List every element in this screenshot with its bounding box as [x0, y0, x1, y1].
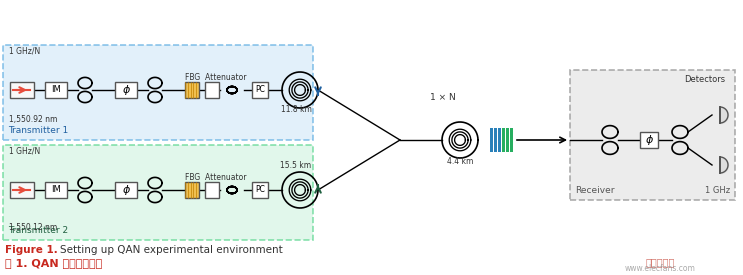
Text: $\phi$: $\phi$: [644, 133, 654, 147]
FancyBboxPatch shape: [3, 145, 313, 240]
FancyBboxPatch shape: [45, 82, 67, 98]
Bar: [494, 128, 497, 152]
Text: PC: PC: [255, 186, 265, 194]
Text: Transmitter 1: Transmitter 1: [8, 126, 68, 135]
FancyBboxPatch shape: [252, 82, 268, 98]
Text: 1 GHz: 1 GHz: [705, 186, 730, 195]
FancyBboxPatch shape: [640, 132, 658, 148]
Text: FBG  Attenuator: FBG Attenuator: [185, 173, 247, 182]
Bar: [502, 128, 505, 152]
Text: 图 1. QAN 实验环境搭建: 图 1. QAN 实验环境搭建: [5, 258, 103, 268]
FancyBboxPatch shape: [205, 82, 219, 98]
Text: www.elecfans.com: www.elecfans.com: [625, 264, 695, 273]
Text: $\phi$: $\phi$: [122, 183, 131, 197]
Text: 1 × N: 1 × N: [430, 93, 455, 102]
FancyBboxPatch shape: [115, 182, 137, 198]
Text: Setting up QAN experimental environment: Setting up QAN experimental environment: [60, 245, 283, 255]
Bar: [498, 128, 501, 152]
Text: PC: PC: [255, 86, 265, 95]
FancyBboxPatch shape: [3, 45, 313, 140]
Text: 15.5 km: 15.5 km: [280, 161, 311, 170]
Text: 11.8 km: 11.8 km: [281, 105, 311, 114]
Bar: [506, 128, 509, 152]
FancyBboxPatch shape: [185, 82, 199, 98]
FancyBboxPatch shape: [185, 182, 199, 198]
FancyBboxPatch shape: [45, 182, 67, 198]
Text: FBG  Attenuator: FBG Attenuator: [185, 73, 247, 82]
Text: IM: IM: [51, 186, 61, 194]
FancyBboxPatch shape: [10, 82, 34, 98]
Text: 4.4 km: 4.4 km: [447, 157, 473, 166]
FancyBboxPatch shape: [115, 82, 137, 98]
Text: 1 GHz/N: 1 GHz/N: [9, 146, 40, 155]
FancyBboxPatch shape: [205, 182, 219, 198]
Text: 1 GHz/N: 1 GHz/N: [9, 46, 40, 55]
Text: Receiver: Receiver: [575, 186, 614, 195]
Text: 电子发烧友: 电子发烧友: [646, 257, 675, 267]
Text: $\phi$: $\phi$: [122, 83, 131, 97]
Text: Transmitter 2: Transmitter 2: [8, 226, 68, 235]
Text: Detectors: Detectors: [684, 75, 725, 84]
Text: 1,550.12 nm: 1,550.12 nm: [9, 223, 57, 232]
FancyBboxPatch shape: [252, 182, 268, 198]
Text: 1,550.92 nm: 1,550.92 nm: [9, 115, 57, 124]
Text: Figure 1.: Figure 1.: [5, 245, 58, 255]
Bar: [510, 128, 513, 152]
FancyBboxPatch shape: [570, 70, 735, 200]
Bar: [490, 128, 493, 152]
FancyBboxPatch shape: [10, 182, 34, 198]
Text: IM: IM: [51, 86, 61, 95]
